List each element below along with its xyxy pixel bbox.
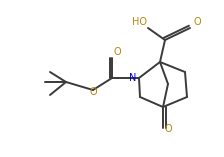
Text: O: O bbox=[113, 47, 121, 57]
Text: O: O bbox=[194, 17, 202, 27]
Text: HO: HO bbox=[132, 17, 147, 27]
Text: O: O bbox=[89, 87, 97, 97]
Text: N: N bbox=[129, 73, 136, 83]
Text: O: O bbox=[164, 124, 172, 134]
